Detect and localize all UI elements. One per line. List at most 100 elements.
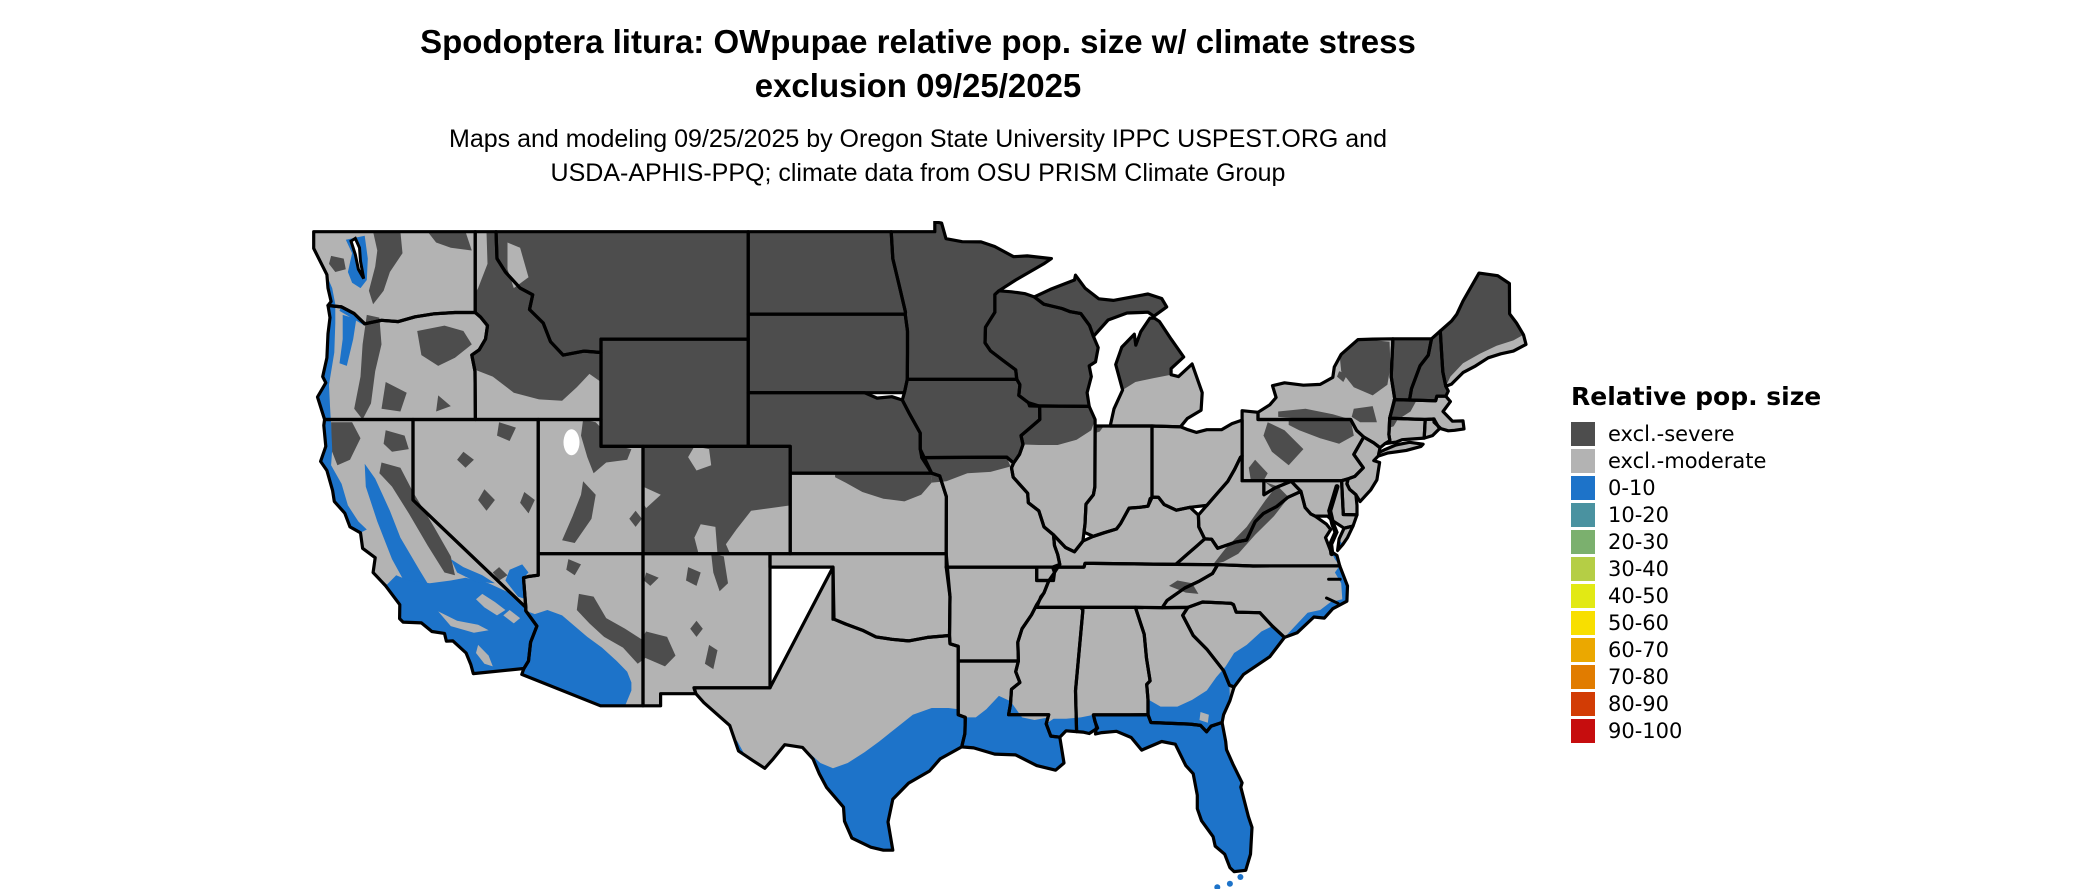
map-region-pop-0-10 (339, 314, 357, 366)
map-title: Spodoptera litura: OWpupae relative pop.… (308, 20, 1528, 108)
map-region-excl-moderate (643, 486, 661, 509)
legend-swatch (1571, 692, 1595, 716)
legend-item: 0-10 (1571, 476, 1901, 500)
map-region-excl-severe (1021, 405, 1096, 445)
map-region-excl-moderate (725, 505, 791, 554)
map-region-excl-severe (354, 314, 382, 420)
florida-keys-dot (1237, 874, 1244, 880)
map-region-excl-severe (629, 510, 642, 527)
map-region-excl-severe (921, 457, 1011, 483)
map-region-excl-severe (379, 462, 455, 576)
map-region-excl-moderate (688, 446, 712, 471)
state-nv (413, 419, 539, 608)
water-line (1325, 596, 1340, 605)
state-sd (748, 314, 908, 393)
map-subtitle-line2: USDA-APHIS-PPQ; climate data from OSU PR… (550, 159, 1286, 187)
legend-item: 10-20 (1571, 503, 1901, 527)
legend-swatch (1571, 557, 1595, 581)
map-region-excl-moderate (1199, 712, 1209, 723)
legend-label: 20-30 (1608, 530, 1670, 554)
state-ms (1008, 604, 1083, 738)
legend-item: 20-30 (1571, 530, 1901, 554)
map-region-excl-severe (566, 559, 581, 576)
map-region-excl-severe (704, 644, 718, 670)
map-region-excl-severe (711, 553, 728, 592)
map-region-excl-severe (1248, 459, 1268, 481)
legend-item: 70-80 (1571, 665, 1901, 689)
map-region-excl-moderate (476, 593, 506, 616)
map-region-excl-severe (436, 395, 451, 412)
map-region-pop-0-10 (505, 564, 529, 600)
legend-item: excl.-moderate (1571, 449, 1901, 473)
legend-label: 70-80 (1608, 665, 1670, 689)
map-region-excl-severe (478, 489, 495, 511)
map-region-excl-severe (1263, 422, 1304, 466)
state-de (1341, 479, 1357, 515)
legend-label: 90-100 (1608, 719, 1683, 743)
map-region-excl-moderate (1445, 334, 1526, 387)
state-wi (985, 290, 1099, 407)
map-region-pop-0-10 (450, 559, 495, 584)
state-ky (1052, 497, 1205, 568)
legend-label: 30-40 (1608, 557, 1670, 581)
legend-label: 80-90 (1608, 692, 1670, 716)
legend-swatch (1571, 584, 1595, 608)
legend-swatch (1571, 611, 1595, 635)
legend-swatch (1571, 665, 1595, 689)
map-region-excl-severe (381, 382, 407, 412)
map-region-excl-moderate (475, 369, 601, 420)
legend-item: excl.-severe (1571, 422, 1901, 446)
map-region-excl-severe (520, 492, 535, 514)
map-region-excl-severe (383, 430, 409, 452)
legend-swatch (1571, 449, 1595, 473)
state-nm (643, 553, 770, 706)
state-wv (1198, 456, 1301, 549)
map-title-line2: exclusion 09/25/2025 (754, 67, 1082, 104)
map-region-pop-0-10 (809, 708, 966, 851)
map-region-pop-0-10 (1148, 626, 1285, 732)
great-salt-lake (563, 429, 580, 456)
legend-item: 80-90 (1571, 692, 1901, 716)
map-region-excl-severe (368, 231, 403, 305)
state-nd (748, 231, 906, 315)
us-map (312, 221, 1528, 889)
map-region-excl-severe (1339, 339, 1391, 396)
map-region-excl-severe (1278, 408, 1351, 420)
legend-item: 50-60 (1571, 611, 1901, 635)
map-region-excl-severe (427, 231, 472, 251)
legend-label: excl.-moderate (1608, 449, 1767, 473)
state-fl (1093, 714, 1252, 872)
map-region-excl-moderate (503, 610, 521, 624)
puget-sound-water (349, 236, 366, 280)
state-ia (902, 379, 1040, 463)
state-mt (496, 231, 749, 356)
state-nc (1162, 564, 1348, 638)
map-region-excl-severe (1337, 371, 1348, 382)
legend: Relative pop. size excl.-severe excl.-mod… (1571, 382, 1901, 746)
map-region-excl-severe (637, 631, 676, 667)
state-wy (601, 339, 749, 447)
map-region-excl-moderate (507, 242, 529, 289)
map-region-excl-severe (686, 567, 701, 586)
legend-item: 40-50 (1571, 584, 1901, 608)
map-region-excl-moderate (694, 524, 718, 554)
legend-item: 60-70 (1571, 638, 1901, 662)
map-subtitle: Maps and modeling 09/25/2025 by Oregon S… (308, 122, 1528, 190)
legend-swatch (1571, 530, 1595, 554)
florida-keys-dot (1214, 884, 1221, 889)
map-region-excl-moderate (1110, 364, 1203, 427)
legend-swatch (1571, 719, 1595, 743)
state-id (471, 231, 601, 420)
map-region-excl-severe (1288, 419, 1354, 444)
map-region-excl-severe (576, 593, 653, 664)
legend-title: Relative pop. size (1571, 382, 1822, 411)
state-up (1034, 275, 1167, 337)
state-ok (770, 553, 950, 641)
map-subtitle-line1: Maps and modeling 09/25/2025 by Oregon S… (449, 125, 1387, 153)
state-me (1440, 273, 1526, 387)
legend-item: 90-100 (1571, 719, 1901, 743)
state-in (1084, 426, 1152, 537)
map-region-excl-severe (329, 255, 346, 272)
legend-swatch (1571, 503, 1595, 527)
